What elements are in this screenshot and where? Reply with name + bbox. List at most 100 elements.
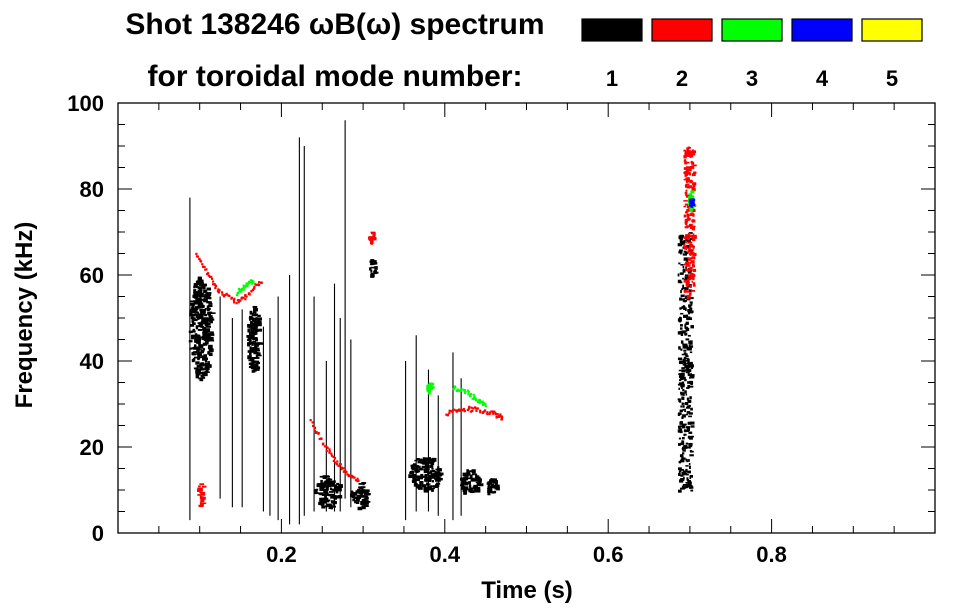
- spectrum-point: [492, 479, 498, 484]
- spectrum-point: [198, 322, 204, 326]
- spectrum-point: [194, 301, 198, 305]
- spectrum-point: [203, 331, 209, 334]
- spectrum-point: [685, 321, 689, 325]
- spectrum-point: [681, 487, 685, 490]
- spectrum-point: [462, 407, 466, 411]
- spectrum-point: [331, 500, 334, 503]
- spectrum-point: [324, 488, 327, 491]
- spectrum-point: [682, 388, 685, 392]
- spectrum-point: [206, 287, 212, 291]
- spectrum-point: [685, 268, 688, 271]
- spectrum-point: [206, 322, 211, 326]
- spectrum-point: [199, 363, 205, 367]
- spectrum-point: [221, 291, 224, 294]
- spectrum-point: [225, 292, 228, 295]
- spectrum-point: [686, 284, 689, 288]
- spectrum-point: [193, 291, 197, 296]
- spectrum-point: [692, 282, 696, 286]
- legend-label-1: 1: [606, 66, 618, 91]
- spectrum-point: [688, 202, 694, 207]
- spectrum-point: [430, 487, 436, 490]
- spectrum-point: [194, 334, 198, 336]
- spectrum-point: [233, 297, 236, 300]
- spectrum-point: [680, 348, 683, 351]
- spectrum-point: [685, 251, 689, 255]
- spectrum-point: [327, 478, 331, 480]
- spectrum-point: [682, 358, 686, 362]
- spectrum-point: [460, 388, 463, 391]
- spectrum-point: [199, 502, 203, 506]
- spectrum-point: [683, 263, 688, 266]
- legend-label-3: 3: [746, 66, 758, 91]
- spectrum-point: [426, 388, 429, 392]
- spectrum-point: [687, 215, 690, 219]
- legend-label-4: 4: [816, 66, 829, 91]
- spectrum-point: [317, 432, 320, 435]
- spectrum-point: [198, 354, 202, 356]
- series-mode-3: [426, 382, 435, 395]
- spectrum-point: [189, 312, 193, 317]
- spectrum-point: [684, 222, 688, 226]
- spectrum-point: [692, 284, 696, 287]
- spectrum-point: [466, 477, 472, 480]
- spectrum-point: [471, 469, 476, 474]
- spectrum-point: [237, 301, 240, 304]
- spectrum-point: [205, 324, 208, 327]
- series-mode-2: [197, 483, 207, 508]
- spectrum-point: [333, 495, 337, 498]
- spectrum-point: [688, 275, 693, 277]
- spectrum-point: [195, 325, 199, 330]
- y-axis-ticks: 0 20 40 60 80 100: [67, 91, 935, 546]
- spectrum-point: [352, 498, 356, 502]
- spectrum-point: [423, 488, 429, 493]
- spectrum-point: [199, 287, 203, 292]
- spectrum-point: [323, 481, 328, 485]
- spectrum-point: [693, 171, 697, 174]
- spectrum-point: [677, 429, 681, 433]
- spectrum-point: [428, 390, 431, 395]
- spectrum-point: [206, 272, 210, 275]
- spectrum-point: [412, 464, 415, 466]
- spectrum-point: [199, 296, 202, 299]
- spectrum-point: [488, 412, 491, 416]
- spectrum-point: [682, 423, 687, 426]
- spectrum-point: [197, 303, 202, 307]
- spectrum-point: [686, 295, 690, 299]
- spectrum-point: [678, 437, 682, 440]
- spectrum-point: [201, 371, 206, 375]
- spectrum-point: [359, 506, 364, 509]
- spectrum-point: [257, 314, 261, 317]
- spectrum-point: [204, 313, 208, 317]
- spectrum-point: [200, 308, 203, 313]
- spectrum-point: [468, 405, 471, 408]
- spectrum-point: [683, 240, 686, 243]
- spectrum-point: [682, 408, 686, 411]
- spectrum-point: [679, 425, 683, 428]
- spectrum-point: [213, 283, 216, 286]
- spectrum-point: [205, 338, 208, 342]
- spectrum-point: [689, 235, 693, 237]
- spectrum-point: [689, 266, 693, 271]
- spectrum-point: [197, 328, 203, 331]
- spectrum-point: [687, 225, 690, 228]
- spectrum-point: [323, 490, 327, 494]
- spectrum-point: [681, 386, 683, 390]
- legend-swatch-5: [861, 18, 923, 42]
- spectrum-point: [692, 165, 695, 170]
- spectrum-point: [250, 349, 254, 353]
- spectrum-point: [462, 488, 468, 492]
- spectrum-point: [686, 411, 691, 414]
- spectrum-point: [249, 331, 254, 334]
- spectrum-point: [410, 464, 414, 468]
- spectrum-point: [244, 294, 247, 297]
- spectrum-point: [680, 372, 685, 377]
- spectrum-point: [228, 294, 231, 298]
- spectrum-point: [241, 287, 244, 291]
- spectrum-point: [328, 450, 331, 453]
- spectrum-point: [469, 392, 473, 396]
- spectrum-point: [217, 291, 221, 294]
- spectrum-point: [363, 501, 368, 505]
- spectrum-point: [681, 288, 684, 291]
- spectrum-point: [685, 481, 688, 484]
- spectrum-point: [692, 236, 697, 239]
